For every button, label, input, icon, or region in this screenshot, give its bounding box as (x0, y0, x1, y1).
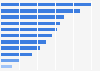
Bar (1, 9, 80, 13)
Bar (1, 46, 40, 50)
Bar (1, 40, 46, 44)
Bar (1, 3, 91, 6)
Bar (1, 65, 12, 68)
Bar (1, 15, 64, 19)
Bar (1, 59, 20, 62)
Bar (1, 53, 32, 56)
Bar (1, 22, 60, 25)
Bar (1, 28, 57, 31)
Bar (1, 34, 52, 37)
